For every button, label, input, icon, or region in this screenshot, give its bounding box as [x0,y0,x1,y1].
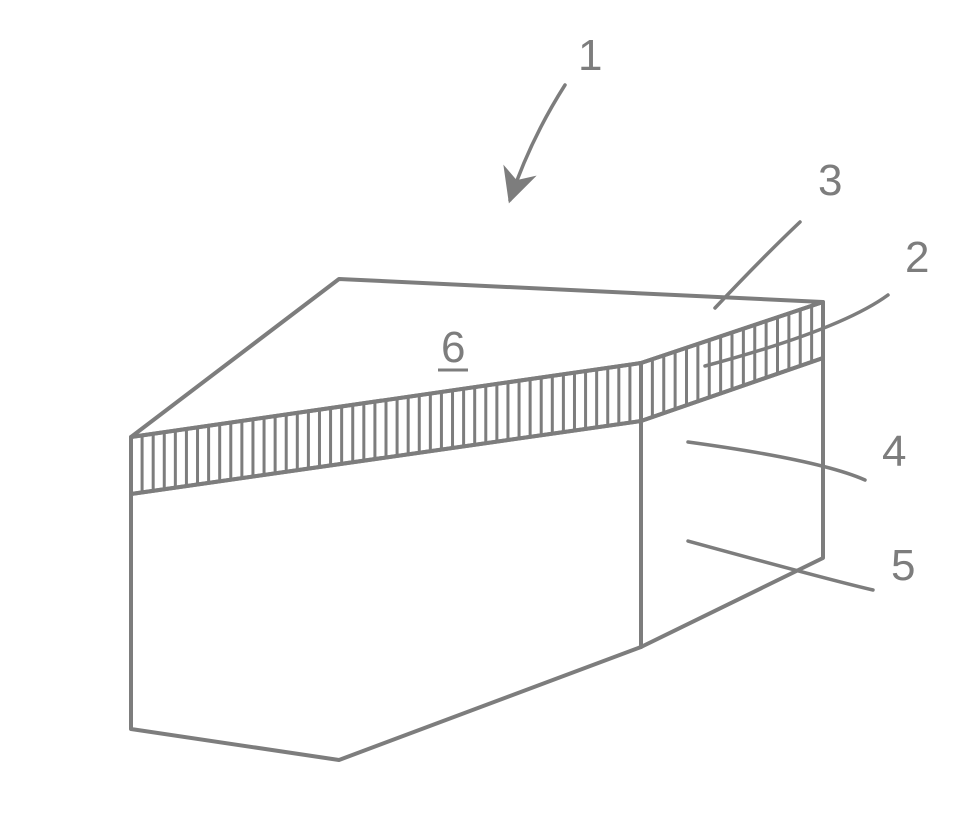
hatched-band-right [641,302,823,421]
patent-diagram: 1 3 2 4 5 6 [0,0,967,831]
label-3: 3 [818,156,842,205]
label-5: 5 [891,541,915,590]
labels: 1 3 2 4 5 6 [438,31,929,590]
label-2: 2 [905,233,929,282]
label-1: 1 [578,31,602,80]
hatch-lines-front [142,365,630,493]
right-face [641,358,823,647]
box-group [131,279,823,760]
label-4: 4 [882,427,906,476]
callout-1 [510,85,565,200]
callout-3 [715,222,800,308]
callout-4 [688,442,865,480]
hatch-lines-right [652,306,811,417]
label-6: 6 [441,323,465,372]
callout-5 [688,541,873,590]
hatched-band-front [131,363,641,494]
